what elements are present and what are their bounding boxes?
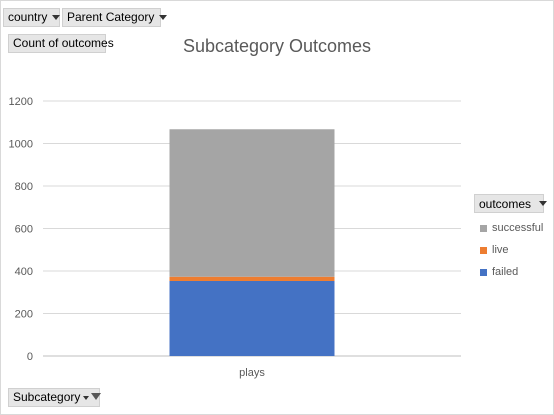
- y-tick-label: 1200: [9, 96, 33, 108]
- legend-item-live[interactable]: live: [474, 243, 544, 257]
- chevron-down-icon[interactable]: [539, 201, 547, 206]
- subcategory-field-button[interactable]: Subcategory: [8, 388, 100, 407]
- x-tick-label: plays: [239, 367, 265, 379]
- legend-filter-button[interactable]: outcomes: [474, 194, 544, 213]
- chevron-down-icon[interactable]: [83, 396, 89, 400]
- legend-header-label: outcomes: [479, 197, 531, 211]
- y-tick-label: 600: [15, 224, 33, 236]
- bar-segment-failed: [170, 281, 335, 356]
- y-tick-label: 200: [15, 309, 33, 321]
- y-tick-label: 0: [27, 351, 33, 363]
- legend-label: live: [492, 244, 509, 256]
- legend-label: successful: [492, 222, 543, 234]
- filter-funnel-icon[interactable]: [91, 393, 101, 400]
- legend-item-failed[interactable]: failed: [474, 265, 544, 279]
- subcategory-field-label: Subcategory: [13, 388, 80, 407]
- bar-segment-live: [170, 277, 335, 281]
- legend-item-successful[interactable]: successful: [474, 221, 544, 235]
- legend-swatch: [480, 247, 487, 254]
- legend-swatch: [480, 225, 487, 232]
- legend-label: failed: [492, 266, 518, 278]
- y-tick-label: 800: [15, 181, 33, 193]
- y-tick-label: 400: [15, 266, 33, 278]
- y-tick-label: 1000: [9, 139, 33, 151]
- bar-segment-successful: [170, 129, 335, 276]
- legend-swatch: [480, 269, 487, 276]
- legend: outcomes successful live failed: [474, 194, 544, 279]
